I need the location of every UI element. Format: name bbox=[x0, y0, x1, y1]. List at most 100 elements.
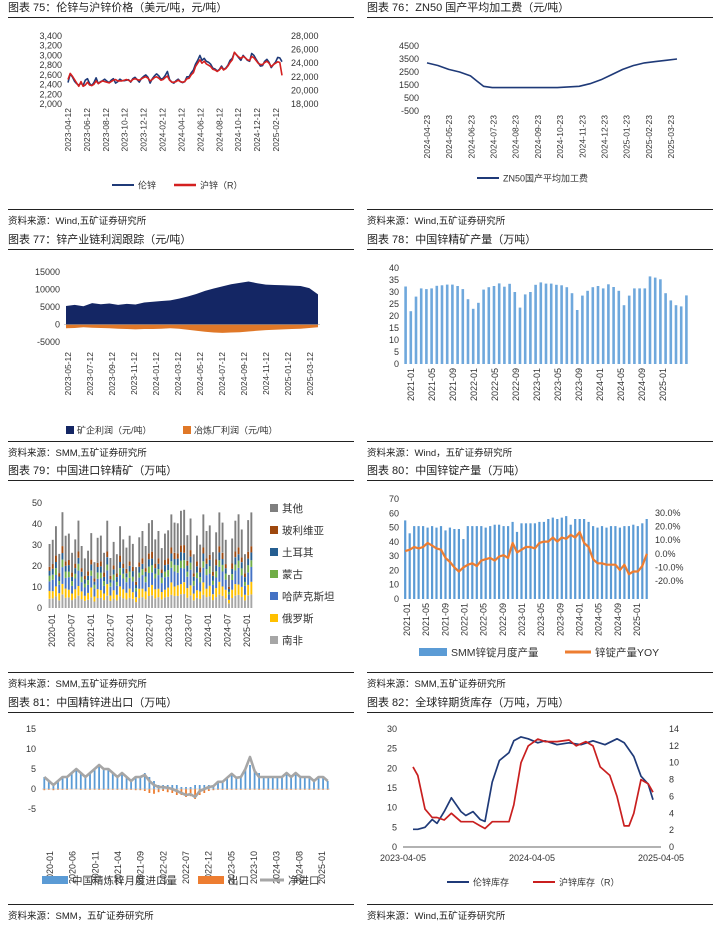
bar-refined-export bbox=[102, 789, 105, 790]
bar-segment-import bbox=[93, 578, 96, 582]
y-tick-label-right: 30.0% bbox=[655, 508, 681, 518]
bar-segment-import bbox=[164, 571, 166, 578]
bar-concentrate-output bbox=[497, 283, 501, 364]
bar-segment-import bbox=[176, 572, 179, 586]
panel-refined-trade: 图表 81：中国精锌进出口（万吨） 15 10 5 0 -5 2020-01 2020-06… bbox=[8, 695, 354, 925]
bar-refined-export bbox=[299, 789, 302, 790]
bar-refined-import bbox=[244, 769, 247, 789]
bar-segment-import bbox=[131, 566, 134, 572]
panel-title: 图表 76：ZN50 国产平均加工费（元/吨） bbox=[367, 0, 713, 18]
bar-concentrate-output bbox=[508, 283, 511, 364]
bar-segment-import bbox=[189, 569, 192, 586]
bar-segment-import bbox=[196, 578, 198, 591]
bar-segment-import bbox=[237, 584, 240, 595]
bar-segment-import bbox=[199, 591, 202, 599]
bar-segment-import bbox=[141, 558, 144, 564]
bar-segment-import bbox=[112, 569, 115, 575]
bar-refined-export bbox=[89, 789, 91, 790]
bar-segment-import bbox=[218, 552, 221, 561]
bar-segment-import bbox=[141, 531, 144, 559]
bar-segment-import bbox=[74, 589, 77, 599]
bar-segment-import bbox=[99, 578, 102, 591]
bar-segment-import bbox=[71, 572, 73, 577]
bar-segment-import bbox=[205, 563, 208, 570]
x-tick-label: 2022-12 bbox=[204, 851, 214, 884]
bar-segment-import bbox=[67, 577, 70, 590]
bar-segment-import bbox=[58, 600, 61, 608]
bar-segment-import bbox=[135, 597, 137, 603]
bar-segment-import bbox=[247, 565, 250, 573]
bar-segment-import bbox=[199, 582, 202, 592]
bar-ingot-output bbox=[547, 519, 550, 599]
bar-segment-import bbox=[160, 583, 163, 592]
x-tick-label: 2024-01 bbox=[595, 368, 605, 401]
bar-concentrate-output bbox=[435, 285, 439, 364]
bar-segment-import bbox=[170, 561, 173, 568]
bar-segment-import bbox=[147, 566, 150, 573]
bar-segment-import bbox=[83, 595, 86, 601]
y-tick-label-right: 8 bbox=[669, 775, 674, 785]
y-tick-label: 15 bbox=[387, 783, 397, 793]
bar-segment-import bbox=[160, 548, 163, 570]
bar-ingot-output bbox=[556, 519, 559, 599]
bar-segment-import bbox=[244, 577, 246, 582]
bar-segment-import bbox=[173, 552, 176, 559]
bar-refined-export bbox=[157, 789, 160, 793]
bar-segment-import bbox=[186, 561, 189, 566]
series-line-lme bbox=[67, 51, 283, 87]
bar-segment-import bbox=[125, 592, 128, 600]
bar-concentrate-output bbox=[409, 311, 413, 364]
bar-concentrate-output bbox=[596, 286, 600, 364]
legend-label: 土耳其 bbox=[282, 546, 314, 559]
bar-segment-import bbox=[80, 568, 83, 572]
bar-segment-import bbox=[212, 600, 214, 608]
bar-refined-export bbox=[262, 789, 265, 790]
y-tick-label-right: -10.0% bbox=[655, 562, 684, 572]
y-tick-label: 50 bbox=[32, 498, 42, 508]
bar-refined-import bbox=[107, 769, 110, 789]
x-tick-label: 2023-06-12 bbox=[82, 108, 92, 152]
bar-segment-import bbox=[51, 564, 54, 569]
bar-segment-import bbox=[247, 595, 250, 608]
bar-segment-import bbox=[67, 597, 70, 608]
bar-segment-import bbox=[48, 566, 51, 571]
bar-segment-import bbox=[93, 596, 96, 602]
bar-refined-export bbox=[217, 789, 219, 790]
x-tick-label: 2023-11-12 bbox=[129, 352, 139, 395]
y-tick-label: -5000 bbox=[37, 337, 60, 347]
bar-segment-import bbox=[173, 586, 176, 596]
bar-refined-import bbox=[239, 777, 242, 789]
bar-segment-import bbox=[61, 594, 64, 608]
bar-segment-import bbox=[51, 579, 54, 592]
bar-segment-import bbox=[218, 512, 221, 547]
bar-concentrate-output bbox=[477, 302, 480, 364]
bar-segment-import bbox=[231, 589, 234, 598]
bar-segment-import bbox=[64, 577, 67, 589]
bar-segment-import bbox=[234, 557, 237, 565]
bar-refined-import bbox=[308, 777, 311, 789]
y-tick-label-right: 20,000 bbox=[291, 85, 319, 95]
bar-segment-import bbox=[205, 558, 208, 564]
bar-segment-import bbox=[96, 589, 99, 598]
bar-segment-import bbox=[83, 583, 86, 588]
bar-segment-import bbox=[180, 545, 182, 553]
bar-segment-import bbox=[74, 578, 77, 590]
bar-segment-import bbox=[71, 600, 73, 608]
x-tick-label: 2022-02 bbox=[158, 851, 168, 884]
bar-segment-import bbox=[71, 552, 73, 573]
y-tick-label: 3,400 bbox=[39, 31, 62, 41]
bar-segment-import bbox=[71, 585, 73, 594]
x-tick-label: 2023-01 bbox=[164, 614, 174, 647]
bar-ingot-output bbox=[524, 523, 528, 599]
bar-segment-import bbox=[240, 587, 243, 597]
bar-segment-import bbox=[90, 570, 93, 576]
bar-segment-import bbox=[51, 574, 54, 580]
bar-segment-import bbox=[231, 598, 234, 608]
bar-refined-import bbox=[125, 777, 128, 789]
bar-segment-import bbox=[224, 573, 227, 580]
bar-segment-import bbox=[192, 600, 195, 608]
bar-segment-import bbox=[231, 580, 234, 590]
bar-segment-import bbox=[51, 539, 54, 565]
bar-refined-export bbox=[166, 789, 169, 793]
bar-segment-import bbox=[99, 597, 102, 608]
